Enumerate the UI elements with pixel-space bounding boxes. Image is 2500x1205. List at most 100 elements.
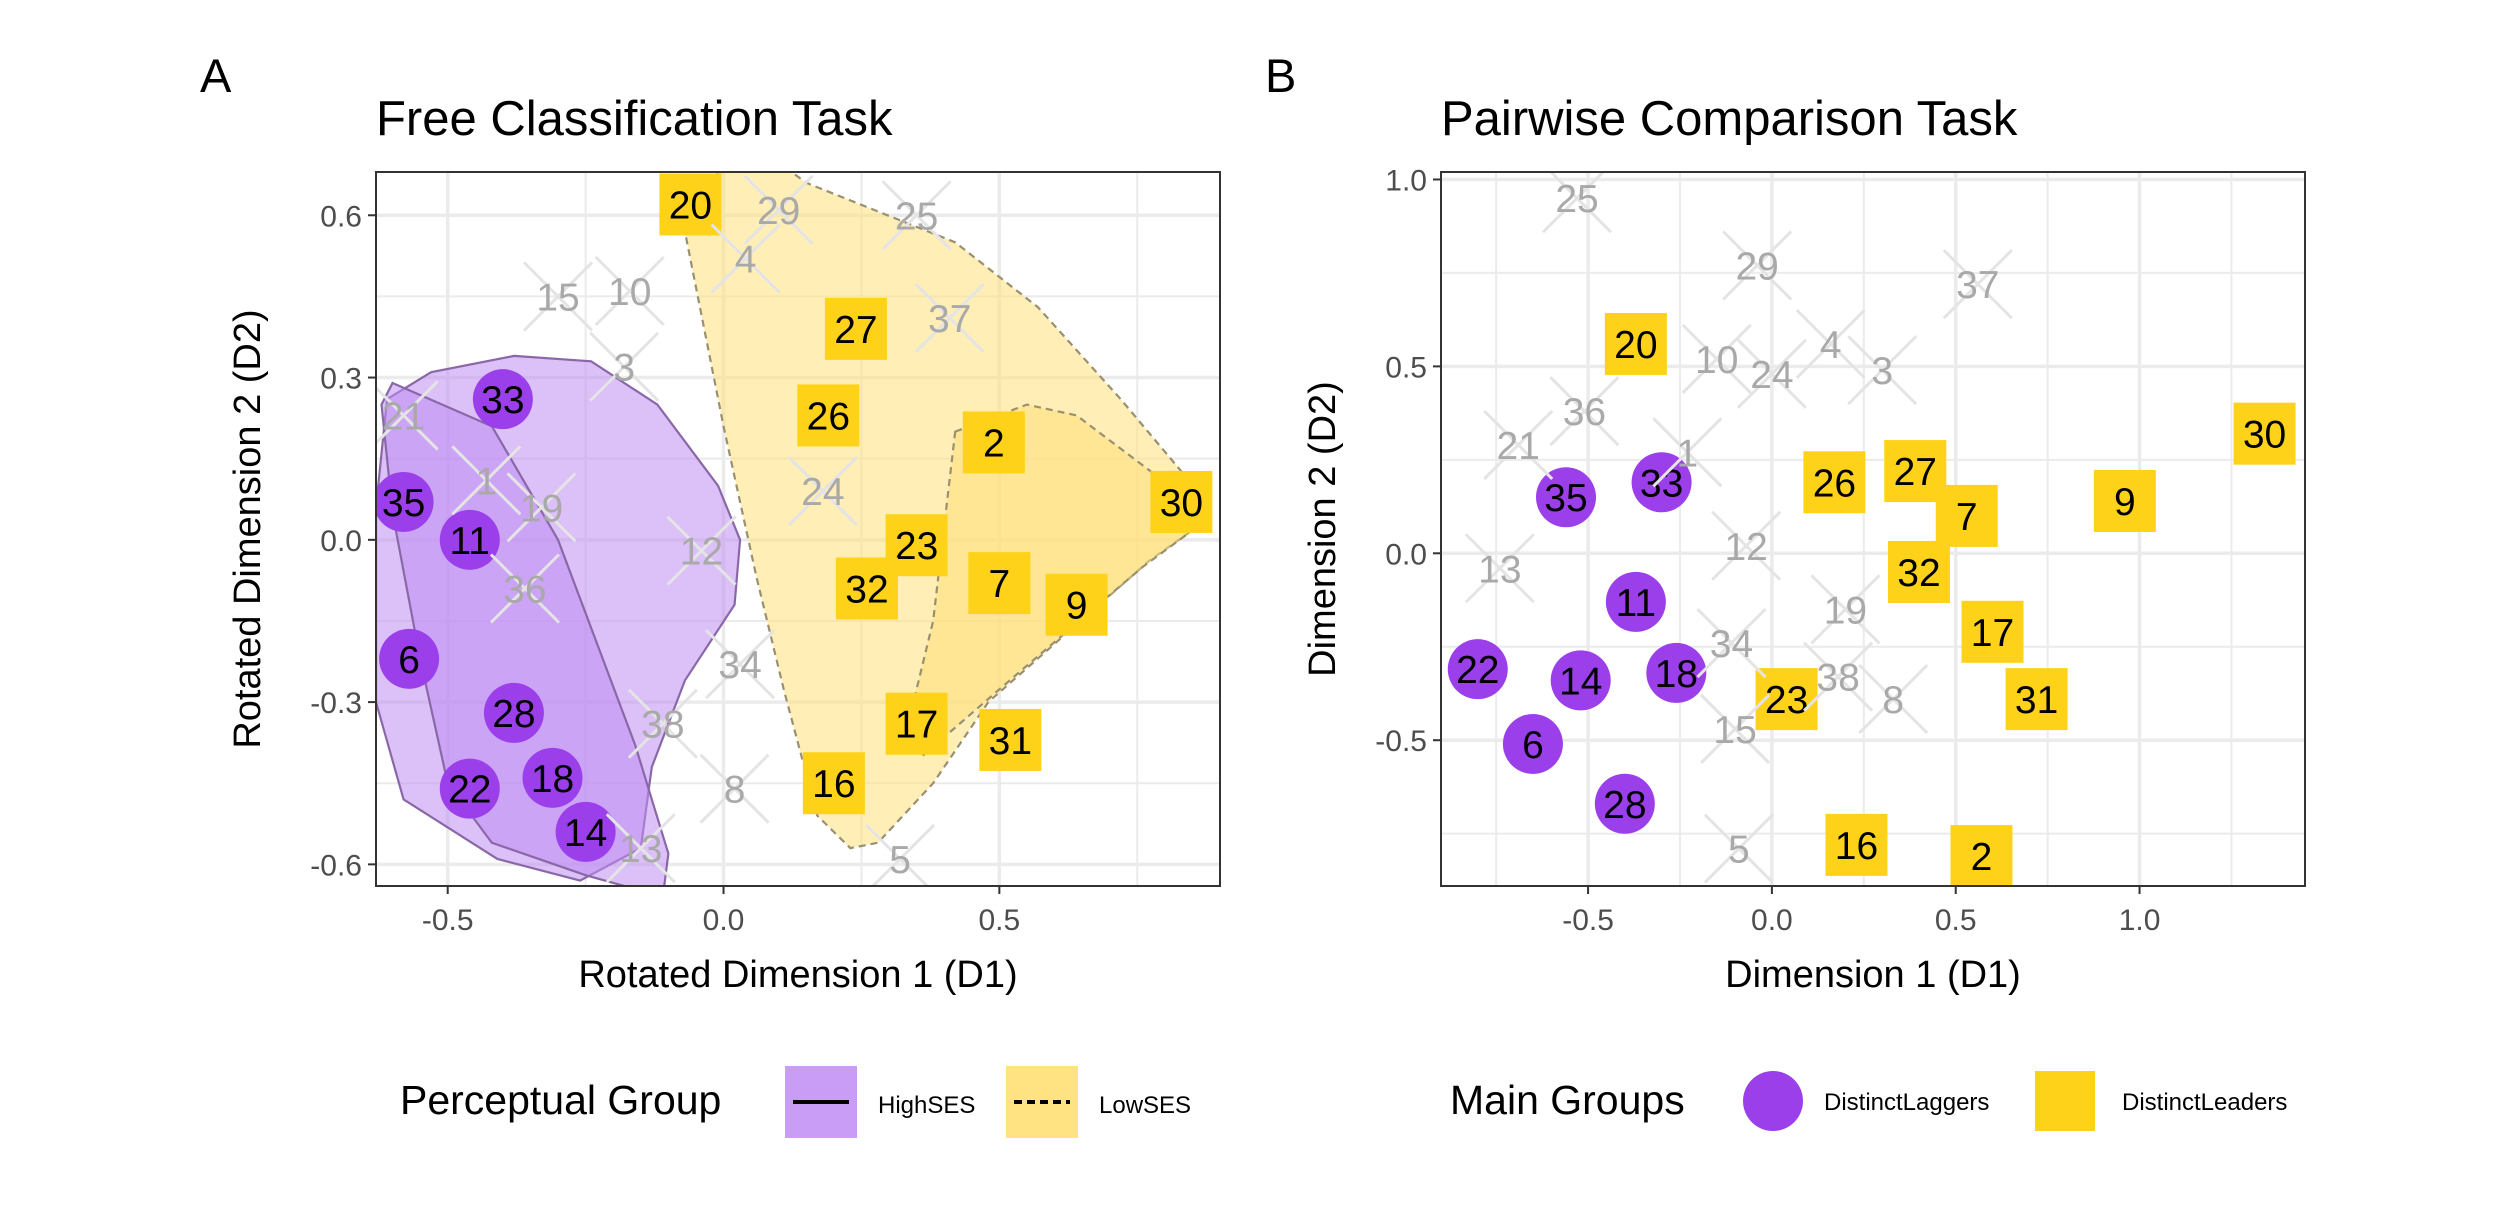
leader-marker <box>2233 402 2296 465</box>
x-marker <box>1810 574 1881 645</box>
lagger-marker <box>483 682 544 743</box>
point-label: 18 <box>531 758 574 801</box>
x-marker <box>787 456 858 527</box>
point-label: 33 <box>481 379 524 422</box>
point-label: 19 <box>1824 589 1867 632</box>
x-marker <box>1541 172 1606 234</box>
point-37: 37 <box>1942 249 2013 320</box>
point-22: 22 <box>1447 639 1508 700</box>
point-13: 13 <box>1464 533 1535 604</box>
leader-marker <box>824 297 887 360</box>
point-label: 23 <box>1765 679 1808 722</box>
point-29: 29 <box>1722 230 1793 301</box>
y-tick-label: -0.5 <box>1375 725 1427 758</box>
point-label: 14 <box>1559 660 1602 703</box>
point-12: 12 <box>666 515 737 586</box>
x-marker <box>589 331 660 402</box>
point-21: 21 <box>376 380 439 451</box>
point-label: 7 <box>988 563 1010 606</box>
point-34: 34 <box>705 629 776 700</box>
leader-marker <box>962 411 1025 474</box>
leader-marker <box>2005 668 2068 731</box>
point-5: 5 <box>1703 813 1774 884</box>
x-marker <box>870 823 936 886</box>
point-label: 5 <box>1728 829 1750 872</box>
point-label: 10 <box>608 271 651 314</box>
lagger-marker <box>1447 639 1508 700</box>
point-label: 5 <box>889 839 911 882</box>
point-36: 36 <box>489 553 561 624</box>
point-4: 4 <box>1795 308 1866 380</box>
x-marker <box>627 688 698 759</box>
y-tick-label: 0.6 <box>320 200 362 233</box>
point-4: 4 <box>710 223 781 294</box>
point-label: 24 <box>801 471 844 514</box>
point-label: 26 <box>1813 462 1856 505</box>
legend-title: Main Groups <box>1450 1077 1685 1123</box>
point-label: 2 <box>983 422 1005 465</box>
point-label: 15 <box>536 276 579 319</box>
leader-marker <box>2093 469 2156 532</box>
point-label: 32 <box>1897 552 1940 595</box>
x-tick-label: 0.5 <box>978 904 1020 937</box>
point-19: 19 <box>506 472 577 543</box>
legend-label: DistinctLaggers <box>1824 1089 1989 1116</box>
lagger-marker <box>1631 452 1692 513</box>
point-label: 9 <box>1066 585 1088 628</box>
point-30: 30 <box>1150 470 1213 533</box>
x-marker <box>1700 693 1771 765</box>
x-marker <box>451 445 522 516</box>
point-36: 36 <box>1549 376 1620 447</box>
lagger-marker <box>379 628 440 689</box>
point-13: 13 <box>605 813 676 884</box>
point-29: 29 <box>743 174 814 245</box>
point-label: 8 <box>1882 679 1904 722</box>
point-10: 10 <box>1681 323 1752 394</box>
point-label: 35 <box>1544 477 1587 520</box>
x-tick-label: 0.5 <box>1935 904 1977 937</box>
grid <box>1441 172 2305 886</box>
x-marker <box>1722 230 1793 301</box>
point-7: 7 <box>1935 484 1998 547</box>
point-9: 9 <box>1045 573 1108 636</box>
point-17: 17 <box>1961 600 2024 663</box>
leader-marker <box>835 557 898 620</box>
x-marker <box>666 515 737 586</box>
point-26: 26 <box>1803 451 1866 514</box>
leader-marker <box>885 692 948 755</box>
point-35: 35 <box>1536 467 1597 528</box>
point-label: 7 <box>1956 496 1978 539</box>
lagger-marker <box>1594 773 1655 834</box>
leader-marker <box>1604 312 1667 375</box>
x-marker <box>506 472 577 543</box>
point-label: 18 <box>1655 653 1698 696</box>
point-10: 10 <box>594 255 665 327</box>
point-14: 14 <box>555 801 616 862</box>
point-3: 3 <box>1847 335 1918 406</box>
x-marker <box>594 255 665 327</box>
leader-marker <box>1150 470 1213 533</box>
point-8: 8 <box>699 753 770 824</box>
leader-marker <box>1950 825 2013 886</box>
x-axis-title: Dimension 1 (D1) <box>1725 954 2021 996</box>
y-tick-label: 0.0 <box>320 525 362 558</box>
point-label: 16 <box>1835 825 1878 868</box>
leader-marker <box>1825 813 1888 876</box>
x-tick-label: 0.0 <box>1751 904 1793 937</box>
leader-marker <box>1045 573 1108 636</box>
lagger-marker <box>1502 713 1563 774</box>
point-label: 36 <box>1563 391 1606 434</box>
x-tick-label: -0.5 <box>422 904 474 937</box>
point-34: 34 <box>1696 607 1767 679</box>
x-marker <box>743 174 814 245</box>
y-axis-title: Rotated Dimension 2 (D2) <box>227 309 269 748</box>
point-20: 20 <box>1604 312 1667 375</box>
point-label: 17 <box>895 704 938 747</box>
point-label: 11 <box>1616 582 1657 625</box>
point-label: 20 <box>1614 324 1657 367</box>
point-label: 10 <box>1695 339 1738 382</box>
leader-marker <box>802 752 865 815</box>
point-label: 38 <box>641 704 684 747</box>
point-label: 21 <box>382 395 425 438</box>
